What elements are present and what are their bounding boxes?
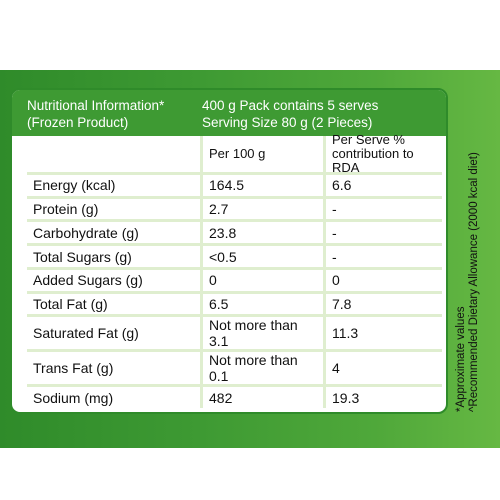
per-serve-value: 4: [326, 352, 442, 385]
nutrient-name: Total Fat (g): [27, 293, 200, 315]
table-row: Protein (g) 2.7 -: [27, 198, 442, 220]
nutrition-table: Nutritional Information* (Frozen Product…: [10, 88, 448, 414]
per-100g-value: <0.5: [203, 246, 323, 267]
footnotes: *Approximate values ^Recommended Dietary…: [455, 112, 481, 412]
table-header: Nutritional Information* (Frozen Product…: [12, 90, 446, 136]
per-serve-value: -: [326, 222, 442, 244]
table-row: Saturated Fat (g) Not more than 3.1 11.3: [27, 317, 442, 350]
per-100g-value: 482: [203, 387, 323, 409]
per-100g-value: 164.5: [203, 175, 323, 196]
per-100g-value: Not more than 0.1: [203, 352, 323, 385]
table-row: Trans Fat (g) Not more than 0.1 4: [27, 352, 442, 385]
per-100g-value: 23.8: [203, 222, 323, 244]
nutrient-name: Added Sugars (g): [27, 269, 200, 291]
column-header-row: Per 100 g Per Serve % contribution to RD…: [27, 133, 442, 175]
pack-serves-text: 400 g Pack contains 5 serves: [202, 98, 379, 113]
serving-size-text: Serving Size 80 g (2 Pieces): [202, 115, 373, 130]
table-row: Total Sugars (g) <0.5 -: [27, 246, 442, 267]
per-serve-value: 11.3: [326, 317, 442, 350]
per-100g-value: Not more than 3.1: [203, 317, 323, 350]
per-100g-value: 6.5: [203, 293, 323, 315]
per-serve-value: -: [326, 198, 442, 220]
approximate-values-note: *Approximate values: [455, 306, 467, 412]
nutritional-information-title: Nutritional Information*: [27, 98, 165, 113]
nutrient-name: Protein (g): [27, 198, 200, 220]
per-serve-value: 0: [326, 269, 442, 291]
table-row: Added Sugars (g) 0 0: [27, 269, 442, 291]
table-row: Energy (kcal) 164.5 6.6: [27, 175, 442, 196]
per-serve-value: 19.3: [326, 387, 442, 409]
header-title: Nutritional Information* (Frozen Product…: [27, 97, 164, 131]
per-serve-value: 7.8: [326, 293, 442, 315]
nutrition-grid: Per 100 g Per Serve % contribution to RD…: [27, 133, 442, 409]
per-100g-value: 0: [203, 269, 323, 291]
rda-note: ^Recommended Dietary Allowance (2000 kca…: [468, 152, 480, 412]
empty-header-cell: [27, 136, 200, 172]
per-serve-header: Per Serve % contribution to RDA: [326, 133, 442, 175]
per-100g-header: Per 100 g: [203, 136, 323, 172]
per-serve-value: -: [326, 246, 442, 267]
nutrient-name: Sodium (mg): [27, 387, 200, 409]
per-100g-value: 2.7: [203, 198, 323, 220]
nutrient-name: Trans Fat (g): [27, 352, 200, 385]
table-row: Carbohydrate (g) 23.8 -: [27, 222, 442, 244]
nutrient-name: Carbohydrate (g): [27, 222, 200, 244]
table-row: Sodium (mg) 482 19.3: [27, 387, 442, 409]
table-row: Total Fat (g) 6.5 7.8: [27, 293, 442, 315]
header-pack-info: 400 g Pack contains 5 serves Serving Siz…: [202, 97, 378, 131]
frozen-product-label: (Frozen Product): [27, 115, 129, 130]
nutrient-name: Energy (kcal): [27, 175, 200, 196]
nutrient-name: Total Sugars (g): [27, 246, 200, 267]
nutrient-name: Saturated Fat (g): [27, 317, 200, 350]
per-serve-value: 6.6: [326, 175, 442, 196]
